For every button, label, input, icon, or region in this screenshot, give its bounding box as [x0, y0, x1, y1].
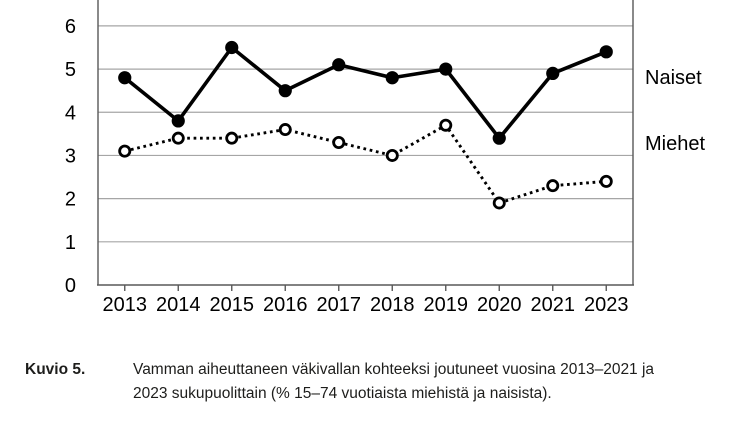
- data-point-miehet: [332, 135, 346, 149]
- line-chart: 0 1 2 3 4 5 6 2013 2014 2015 2016 2017 2018 2019 2020 2…: [65, 0, 705, 316]
- x-tick-label: 2018: [370, 294, 415, 316]
- x-tick-label: 2020: [477, 294, 522, 316]
- data-point-miehet: [492, 196, 506, 210]
- x-tick-label: 2023: [584, 294, 629, 316]
- data-point-miehet: [278, 123, 292, 137]
- x-tick-label: 2017: [317, 294, 362, 316]
- x-tick-label: 2015: [210, 294, 255, 316]
- y-tick-label: 4: [65, 102, 76, 124]
- data-point-miehet: [118, 144, 132, 158]
- caption-label: Kuvio 5.: [25, 361, 86, 378]
- caption-line: 2023 sukupuolittain (% 15–74 vuotiaista …: [133, 385, 552, 402]
- x-tick-label: 2021: [531, 294, 576, 316]
- x-tick-label: 2016: [263, 294, 308, 316]
- data-point-miehet: [171, 131, 185, 145]
- data-point-naiset: [332, 58, 346, 72]
- data-point-naiset: [492, 131, 506, 145]
- chart-generated: 0 1 2 3 4 5 6 2013 2014 2015 2016 2017 2018 2019 2020 2…: [65, 0, 634, 316]
- legend-label-naiset: Naiset: [645, 67, 702, 89]
- y-tick-label: 2: [65, 189, 76, 211]
- data-point-naiset: [278, 84, 292, 98]
- y-tick-label: 5: [65, 59, 76, 81]
- data-point-naiset: [546, 66, 560, 81]
- caption-line: Vamman aiheuttaneen väkivallan kohteeksi…: [133, 361, 655, 378]
- data-point-naiset: [225, 40, 239, 55]
- x-tick-label: 2014: [156, 294, 201, 316]
- y-tick-label: 0: [65, 275, 76, 297]
- data-point-miehet: [599, 174, 613, 188]
- data-point-naiset: [439, 62, 453, 76]
- series-line-naiset: [123, 45, 607, 140]
- data-point-naiset: [171, 114, 185, 128]
- data-point-naiset: [599, 45, 613, 59]
- data-point-naiset: [385, 71, 399, 85]
- y-tick-label: 1: [65, 232, 76, 254]
- data-point-miehet: [225, 131, 239, 145]
- figure-caption: Kuvio 5. Vamman aiheuttaneen väkivallan …: [25, 358, 746, 406]
- data-point-miehet: [439, 118, 453, 132]
- y-tick-label: 6: [65, 16, 76, 38]
- data-point-miehet: [546, 179, 560, 193]
- x-tick-label: 2019: [424, 294, 469, 316]
- y-tick-label: 3: [65, 145, 76, 167]
- data-point-miehet: [385, 148, 399, 162]
- caption-text: Vamman aiheuttaneen väkivallan kohteeksi…: [133, 358, 654, 406]
- series-line-miehet: [124, 123, 607, 205]
- data-point-naiset: [118, 71, 132, 85]
- legend-label-miehet: Miehet: [645, 133, 705, 155]
- x-tick-label: 2013: [103, 294, 148, 316]
